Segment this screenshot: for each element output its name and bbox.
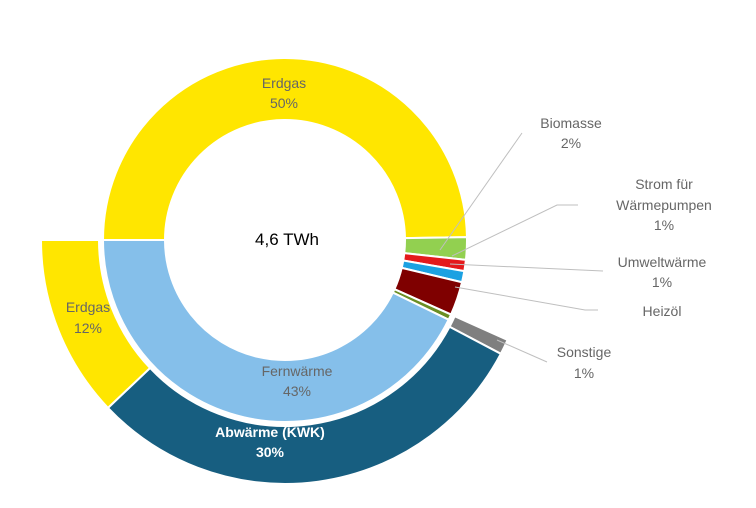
inner-ring bbox=[101, 57, 468, 423]
inner-slice-erdgas bbox=[101, 57, 468, 241]
label-strom-pct: 1% bbox=[654, 217, 674, 233]
label-erdgas-outer: Erdgas bbox=[66, 299, 110, 315]
leader-lines bbox=[439, 132, 604, 363]
label-umwelt-pct: 1% bbox=[652, 274, 672, 290]
label-abwaerme-pct: 30% bbox=[256, 444, 285, 460]
label-erdgas-inner: Erdgas bbox=[262, 75, 306, 91]
label-strom-line1: Strom für bbox=[635, 176, 693, 192]
leader-line-sonstige bbox=[496, 339, 548, 363]
outer-slice-erdgas bbox=[39, 239, 152, 410]
label-heizoel: Heizöl bbox=[643, 303, 682, 319]
label-fernwaerme: Fernwärme bbox=[262, 363, 333, 379]
label-umwelt: Umweltwärme bbox=[618, 254, 707, 270]
label-biomasse: Biomasse bbox=[540, 115, 602, 131]
leader-line-strom bbox=[451, 204, 578, 257]
label-abwaerme: Abwärme (KWK) bbox=[215, 424, 325, 440]
label-erdgas-inner-pct: 50% bbox=[270, 95, 298, 111]
leader-line-biomasse bbox=[439, 132, 523, 251]
label-erdgas-outer-pct: 12% bbox=[74, 320, 102, 336]
outer-ring bbox=[39, 239, 509, 485]
label-fernwaerme-pct: 43% bbox=[283, 383, 311, 399]
label-biomasse-pct: 2% bbox=[561, 135, 581, 151]
inner-slice-fernwaerme bbox=[101, 239, 450, 423]
label-sonstige: Sonstige bbox=[557, 344, 612, 360]
label-strom-line2: Wärmepumpen bbox=[616, 197, 712, 213]
leader-line-umwelt bbox=[449, 263, 604, 272]
center-total-label: 4,6 TWh bbox=[255, 230, 319, 249]
leader-line-heizoel bbox=[454, 286, 598, 311]
label-sonstige-pct: 1% bbox=[574, 365, 594, 381]
